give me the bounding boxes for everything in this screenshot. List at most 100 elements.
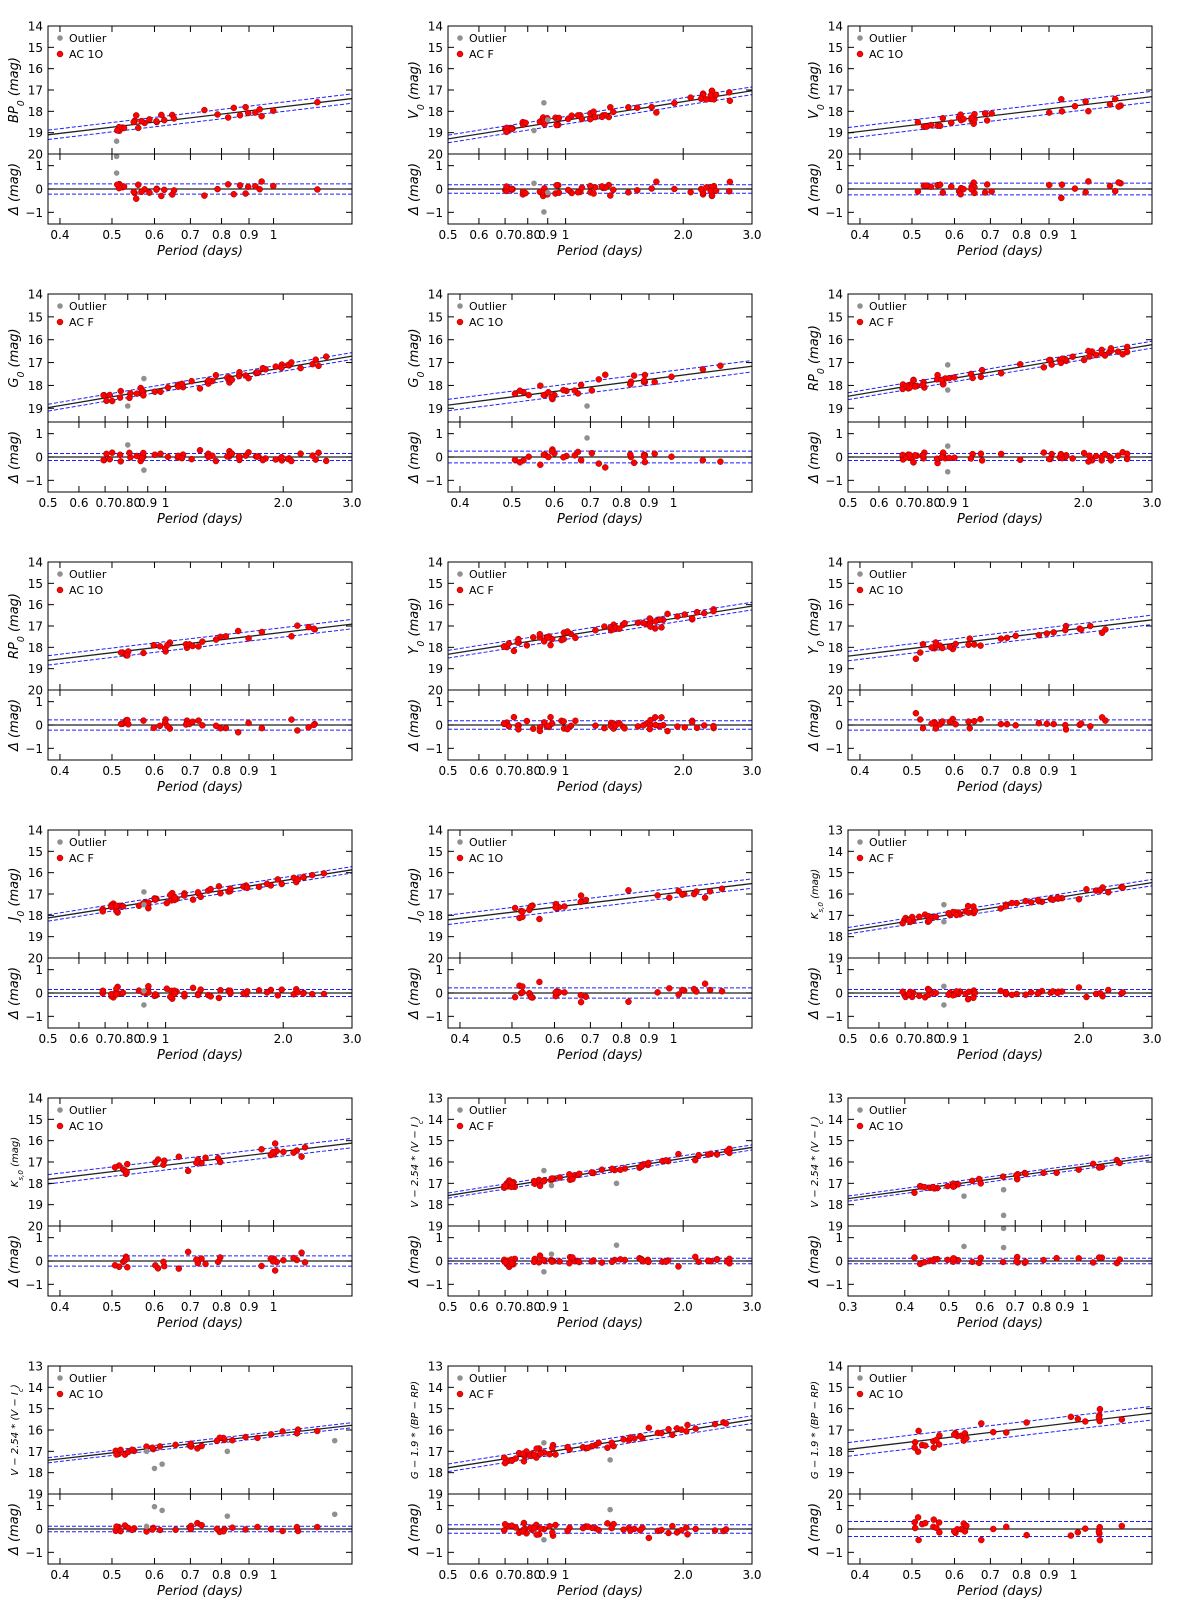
- chart-panel-14: 13 14 15 16 17 18 19 1 0 −1 0.5 0.6 0.7 0.80 0.9 1 2.0 3.…: [400, 1072, 800, 1340]
- legend-star-marker: [856, 1390, 864, 1398]
- outlier-residual-point: [1000, 1244, 1007, 1251]
- residual-plot-area: [48, 983, 352, 1008]
- star-point: [620, 1436, 627, 1443]
- residual-point: [178, 454, 186, 462]
- legend-star-marker: [456, 50, 464, 58]
- residual-point: [184, 1248, 192, 1256]
- legend-star-label: AC 1O: [469, 852, 504, 865]
- star-point: [252, 109, 259, 116]
- residual-point: [160, 1258, 167, 1266]
- y-tick-label: 15: [28, 1113, 43, 1127]
- residual-point: [1022, 991, 1029, 998]
- outlier-residual-point: [548, 1251, 555, 1257]
- star-point: [971, 641, 978, 648]
- chart-panel-17: 13 14 15 16 17 18 19 1 0 −1 0.5 0.6 0.7 0.80 0.9 1 2.0 3.…: [400, 1340, 800, 1608]
- x-tick-label: 3.0: [742, 228, 761, 242]
- x-tick-label: 0.5: [939, 1300, 958, 1314]
- star-point: [1075, 895, 1083, 903]
- sigma-band-line: [48, 93, 352, 131]
- star-point: [130, 118, 137, 126]
- star-point: [540, 391, 548, 399]
- y-axis-label: G0 (mag): [7, 328, 27, 387]
- residual-point: [933, 1524, 940, 1532]
- star-point: [272, 363, 279, 370]
- residual-point: [314, 1523, 321, 1531]
- outlier-point: [151, 1465, 158, 1472]
- x-tick-label: 0.5: [902, 1568, 921, 1582]
- star-point: [1057, 359, 1065, 367]
- star-point: [288, 359, 295, 366]
- residual-axis-label: Δ (mag): [807, 1503, 822, 1556]
- residual-point: [945, 991, 952, 998]
- resid-tick-label: 1: [835, 1231, 843, 1245]
- outlier-residual-point: [941, 983, 947, 990]
- residual-point: [124, 1263, 131, 1271]
- star-point: [160, 1161, 167, 1168]
- y-axis-label: V0 (mag): [807, 61, 827, 119]
- residual-point: [1013, 1258, 1020, 1265]
- outlier-point: [1000, 1212, 1007, 1219]
- star-point: [1089, 1160, 1097, 1168]
- star-point: [1086, 353, 1093, 360]
- legend-star-marker: [456, 1390, 464, 1398]
- y-tick-label: 18: [828, 930, 843, 944]
- star-point: [269, 1148, 277, 1156]
- outlier-point: [944, 387, 951, 393]
- outlier-residual-point: [141, 988, 147, 994]
- x-tick-label: 0.5: [902, 228, 921, 242]
- star-point: [267, 1431, 275, 1438]
- legend-outlier-label: Outlier: [469, 568, 507, 581]
- residual-point: [1035, 719, 1043, 727]
- y-tick-label: 16: [828, 888, 843, 902]
- residual-point: [988, 188, 995, 195]
- star-point: [150, 641, 157, 649]
- star-point: [294, 875, 302, 883]
- outlier-residual-point: [141, 1002, 147, 1008]
- residual-point: [1115, 179, 1122, 186]
- star-point: [175, 1153, 183, 1161]
- legend-star-marker: [56, 586, 64, 594]
- x-axis-label: Period (days): [957, 1584, 1043, 1599]
- residual-point: [662, 1258, 670, 1265]
- resid-tick-label: 1: [35, 1499, 43, 1513]
- residual-point: [575, 1258, 583, 1266]
- residual-point: [983, 181, 991, 188]
- x-tick-label: 2.0: [274, 1032, 293, 1046]
- star-point: [588, 1169, 595, 1176]
- outlier-residual-point: [961, 1243, 967, 1250]
- x-tick-label: 0.7: [181, 1568, 200, 1582]
- star-point: [308, 871, 316, 879]
- residual-point: [651, 450, 658, 457]
- star-point: [928, 644, 935, 651]
- y-tick-label: 15: [828, 41, 843, 55]
- y-tick-label: 15: [428, 1134, 443, 1148]
- y-tick-label: 18: [28, 105, 43, 119]
- star-point: [1067, 1413, 1075, 1421]
- residual-plot-area: [848, 1226, 1152, 1268]
- main-plot-area: [448, 360, 752, 412]
- residual-point: [1045, 181, 1053, 189]
- legend-outlier-marker: [857, 571, 863, 577]
- x-tick-label: 0.6: [869, 1032, 888, 1046]
- y-axis-label: V − 2.54 * (V − Ic): [410, 1116, 425, 1208]
- x-tick-label: 0.7: [181, 228, 200, 242]
- star-point: [658, 1429, 665, 1437]
- star-point: [320, 870, 328, 877]
- y-tick-label: 19: [28, 402, 43, 416]
- residual-point: [553, 182, 560, 189]
- residual-point: [156, 722, 164, 730]
- residual-point: [274, 992, 282, 999]
- star-point: [1096, 1405, 1104, 1413]
- residual-point: [1071, 185, 1079, 192]
- x-tick-label: 1: [670, 496, 678, 510]
- residual-point: [601, 464, 609, 471]
- residual-point: [308, 990, 316, 998]
- legend-star-label: AC 1O: [869, 584, 904, 597]
- residual-point: [640, 722, 647, 729]
- star-point: [678, 1426, 685, 1433]
- star-point: [989, 1428, 997, 1436]
